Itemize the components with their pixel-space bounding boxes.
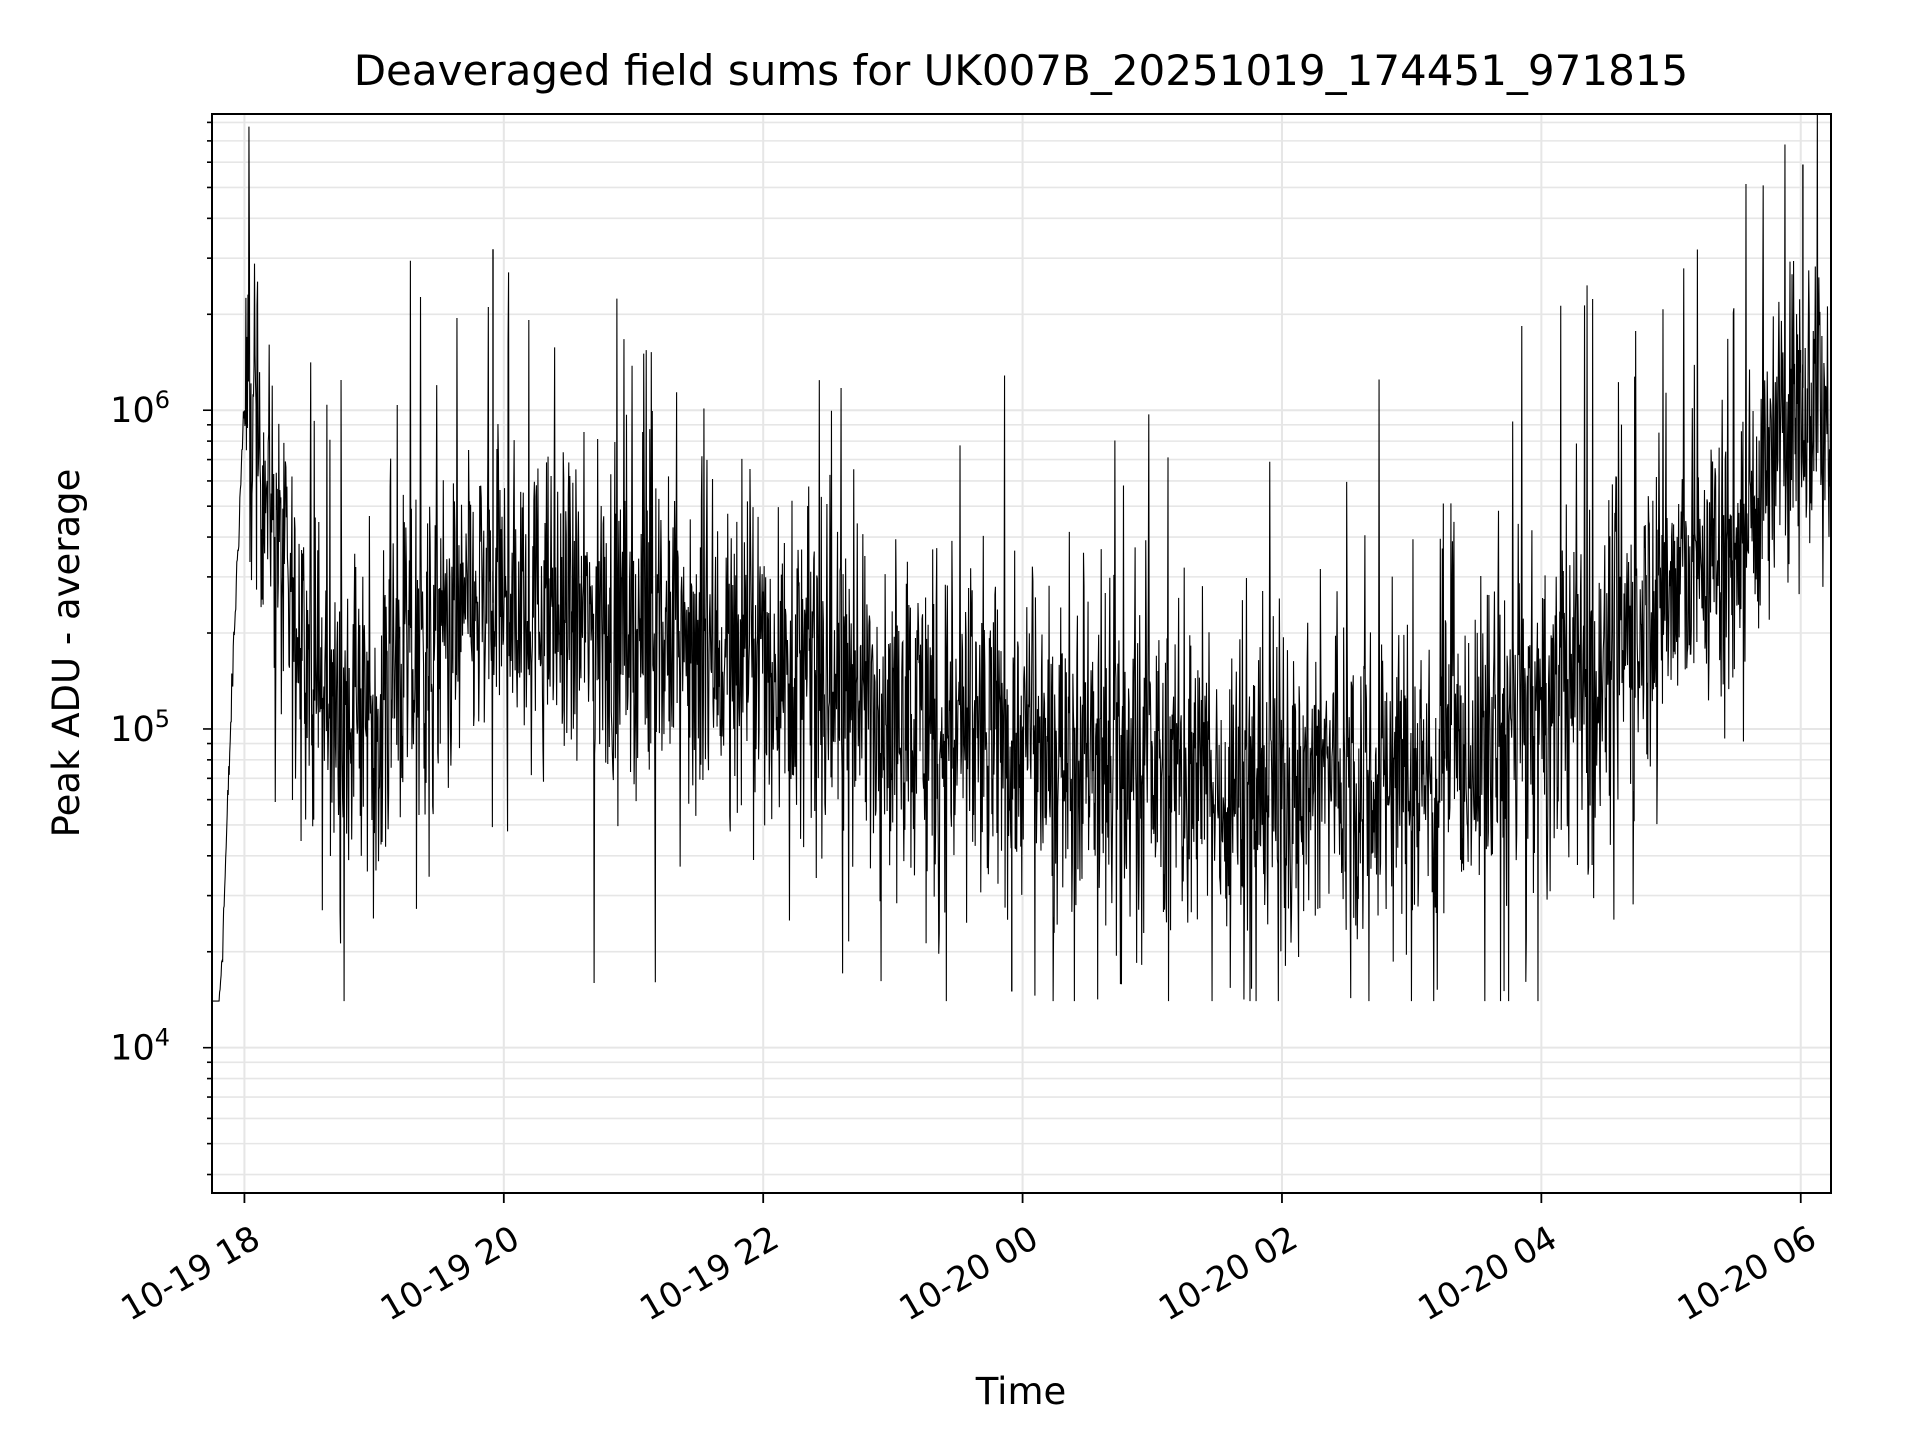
chart-title: Deaveraged field sums for UK007B_2025101… — [354, 46, 1689, 95]
y-tick-label: 104 — [110, 1024, 170, 1069]
y-tick-label: 105 — [110, 705, 170, 750]
x-axis-label: Time — [975, 1370, 1067, 1413]
plot-frame — [211, 113, 1832, 1194]
y-axis-label: Peak ADU - average — [45, 469, 88, 838]
plot-area — [212, 114, 1831, 1002]
series-line — [212, 114, 1831, 1002]
y-tick-label: 106 — [110, 386, 170, 431]
